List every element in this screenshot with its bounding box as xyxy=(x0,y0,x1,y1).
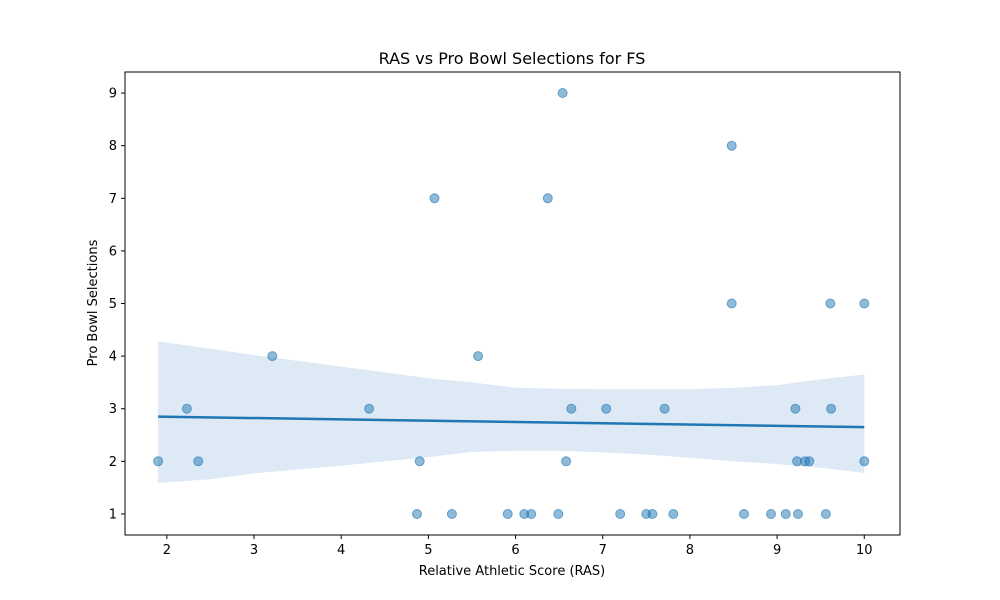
data-point-37 xyxy=(859,298,870,309)
regression-line xyxy=(158,415,865,429)
data-point-28 xyxy=(780,509,791,519)
data-point-38 xyxy=(859,456,870,467)
data-point-5 xyxy=(412,509,422,519)
data-point-9 xyxy=(473,351,484,362)
data-point-10 xyxy=(502,509,513,519)
data-point-35 xyxy=(825,298,836,309)
x-tick-label-4: 6 xyxy=(511,543,519,558)
data-point-3 xyxy=(267,351,278,362)
data-point-33 xyxy=(804,456,815,467)
data-point-2 xyxy=(193,456,204,467)
y-tick-label-6: 7 xyxy=(109,192,117,207)
data-point-17 xyxy=(566,403,577,414)
data-point-19 xyxy=(615,509,626,519)
chart-title: RAS vs Pro Bowl Selections for FS xyxy=(379,49,646,68)
y-tick-label-3: 4 xyxy=(109,350,117,365)
data-point-13 xyxy=(542,193,553,204)
data-point-24 xyxy=(726,140,737,151)
data-point-23 xyxy=(668,509,679,519)
data-point-1 xyxy=(181,403,192,414)
data-point-31 xyxy=(793,509,803,519)
data-point-0 xyxy=(153,456,164,467)
data-point-15 xyxy=(557,88,568,98)
data-point-36 xyxy=(826,403,837,414)
y-tick-label-8: 9 xyxy=(109,87,117,102)
data-point-14 xyxy=(553,509,564,519)
x-tick-label-0: 2 xyxy=(163,543,171,558)
data-point-21 xyxy=(647,509,658,519)
data-point-22 xyxy=(659,403,670,414)
x-axis: 2 3 4 5 6 7 8 9 10 xyxy=(163,535,873,558)
y-tick-label-1: 2 xyxy=(109,455,117,470)
x-tick-label-7: 9 xyxy=(773,543,781,558)
data-point-4 xyxy=(364,403,375,414)
x-tick-label-6: 8 xyxy=(686,543,694,558)
data-point-16 xyxy=(561,456,572,467)
data-point-12 xyxy=(526,509,537,519)
y-tick-label-0: 1 xyxy=(109,507,117,522)
y-axis-label: Pro Bowl Selections xyxy=(86,239,101,366)
y-tick-label-4: 5 xyxy=(109,297,117,312)
x-tick-label-1: 3 xyxy=(250,543,258,558)
data-point-29 xyxy=(790,403,801,414)
data-point-26 xyxy=(739,509,749,519)
data-point-27 xyxy=(766,509,776,519)
data-point-25 xyxy=(726,298,737,309)
y-tick-label-5: 6 xyxy=(109,244,117,259)
x-tick-label-5: 7 xyxy=(599,543,607,558)
x-tick-label-8: 10 xyxy=(856,543,873,558)
y-tick-label-7: 8 xyxy=(109,139,117,154)
data-point-8 xyxy=(446,509,457,519)
y-axis: 1 2 3 4 5 6 7 8 9 xyxy=(109,87,125,522)
x-axis-label: Relative Athletic Score (RAS) xyxy=(419,564,606,579)
data-point-6 xyxy=(414,456,425,467)
data-point-34 xyxy=(820,509,831,519)
x-tick-label-2: 4 xyxy=(337,543,345,558)
x-tick-label-3: 5 xyxy=(424,543,432,558)
data-point-7 xyxy=(429,193,440,204)
plot-area xyxy=(124,71,901,536)
data-point-18 xyxy=(601,403,612,414)
y-tick-label-2: 3 xyxy=(109,402,117,417)
confidence-band xyxy=(158,341,865,483)
